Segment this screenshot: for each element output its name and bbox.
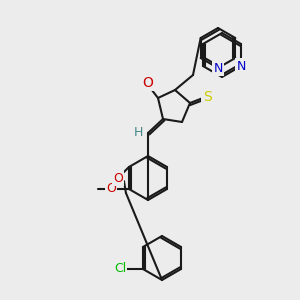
- Text: Cl: Cl: [114, 262, 126, 275]
- Text: S: S: [202, 90, 211, 104]
- Text: N: N: [213, 61, 223, 74]
- Text: N: N: [236, 59, 246, 73]
- Text: O: O: [142, 76, 153, 90]
- Text: O: O: [113, 172, 123, 184]
- Text: H: H: [133, 127, 143, 140]
- Text: O: O: [106, 182, 116, 196]
